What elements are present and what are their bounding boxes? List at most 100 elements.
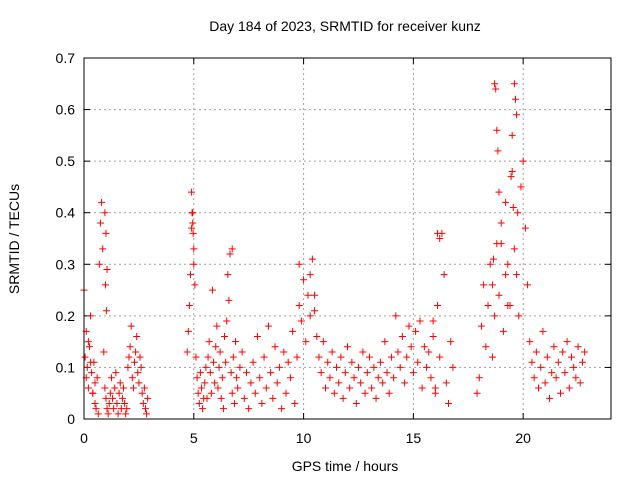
data-point [335,379,343,387]
data-point [576,379,584,387]
data-point [110,405,118,413]
data-point [352,400,360,408]
data-point [477,322,485,330]
data-point [240,394,248,402]
data-point [513,111,521,119]
data-point [207,389,215,397]
data-point [217,394,225,402]
data-point [103,405,111,413]
data-point [223,317,231,325]
data-point [183,348,191,356]
data-point [528,358,536,366]
data-point [499,327,507,335]
data-point [385,389,393,397]
data-point [361,389,369,397]
y-tick-label: 0.5 [56,153,76,169]
data-point [144,394,152,402]
data-point [228,389,236,397]
data-point [210,358,218,366]
data-point [269,394,277,402]
y-axis-label: SRMTID / TECUs [6,184,22,294]
x-axis-label: GPS time / hours [292,458,399,474]
chart-title: Day 184 of 2023, SRMTID for receiver kun… [209,18,481,34]
data-point [539,327,547,335]
x-tick-label: 10 [296,430,312,446]
data-point [526,338,534,346]
data-point [513,271,521,279]
data-point [190,260,198,268]
data-point [203,394,211,402]
data-point [346,384,354,392]
data-point [475,374,483,382]
data-point [184,327,192,335]
data-point [112,369,120,377]
data-point [297,317,305,325]
data-point [122,410,130,418]
y-tick-label: 0.7 [56,50,76,66]
data-point [554,358,562,366]
y-tick-label: 0.2 [56,308,76,324]
data-point [84,338,92,346]
data-point [98,198,106,206]
data-point [495,188,503,196]
data-point [234,384,242,392]
data-point [251,389,259,397]
data-point [333,363,341,371]
data-point [230,400,238,408]
data-point [196,369,204,377]
data-point [511,95,519,103]
data-point [227,369,235,377]
data-point [185,302,193,310]
data-point [81,353,89,361]
data-point [116,379,124,387]
plot-frame [83,57,612,420]
data-point [403,353,411,361]
data-point [324,358,332,366]
data-point [91,400,99,408]
data-point [543,353,551,361]
data-point [322,384,330,392]
data-point [508,131,516,139]
data-point [224,271,232,279]
data-point [447,338,455,346]
data-point [514,209,522,217]
data-point [289,327,297,335]
data-point [548,369,556,377]
data-point [381,338,389,346]
data-point [115,389,123,397]
data-point [218,374,226,382]
y-tick-label: 0.3 [56,256,76,272]
data-point [132,348,140,356]
data-point [121,400,129,408]
data-point [436,353,444,361]
data-point [286,374,294,382]
data-point [429,332,437,340]
data-point [111,384,119,392]
data-point [102,307,110,315]
data-point [99,245,107,253]
data-point [280,348,288,356]
gridlines [83,57,611,420]
data-point [574,343,582,351]
data-point [556,389,564,397]
data-point [127,322,135,330]
data-point [442,379,450,387]
data-point [425,348,433,356]
data-point [387,353,395,361]
data-point [330,389,338,397]
data-point [91,379,99,387]
data-point [317,369,325,377]
data-point [141,405,149,413]
data-point [530,374,538,382]
data-point [495,291,503,299]
data-point [550,343,558,351]
data-point [194,389,202,397]
data-point [188,224,196,232]
data-point [313,332,321,340]
tick-labels: 0 0.1 0.2 0.3 0.4 0.5 0.6 0.7 0 5 10 15 20 [56,50,532,446]
data-point [114,410,122,418]
data-point [89,389,97,397]
data-point [193,374,201,382]
data-point [412,327,420,335]
data-point [398,332,406,340]
